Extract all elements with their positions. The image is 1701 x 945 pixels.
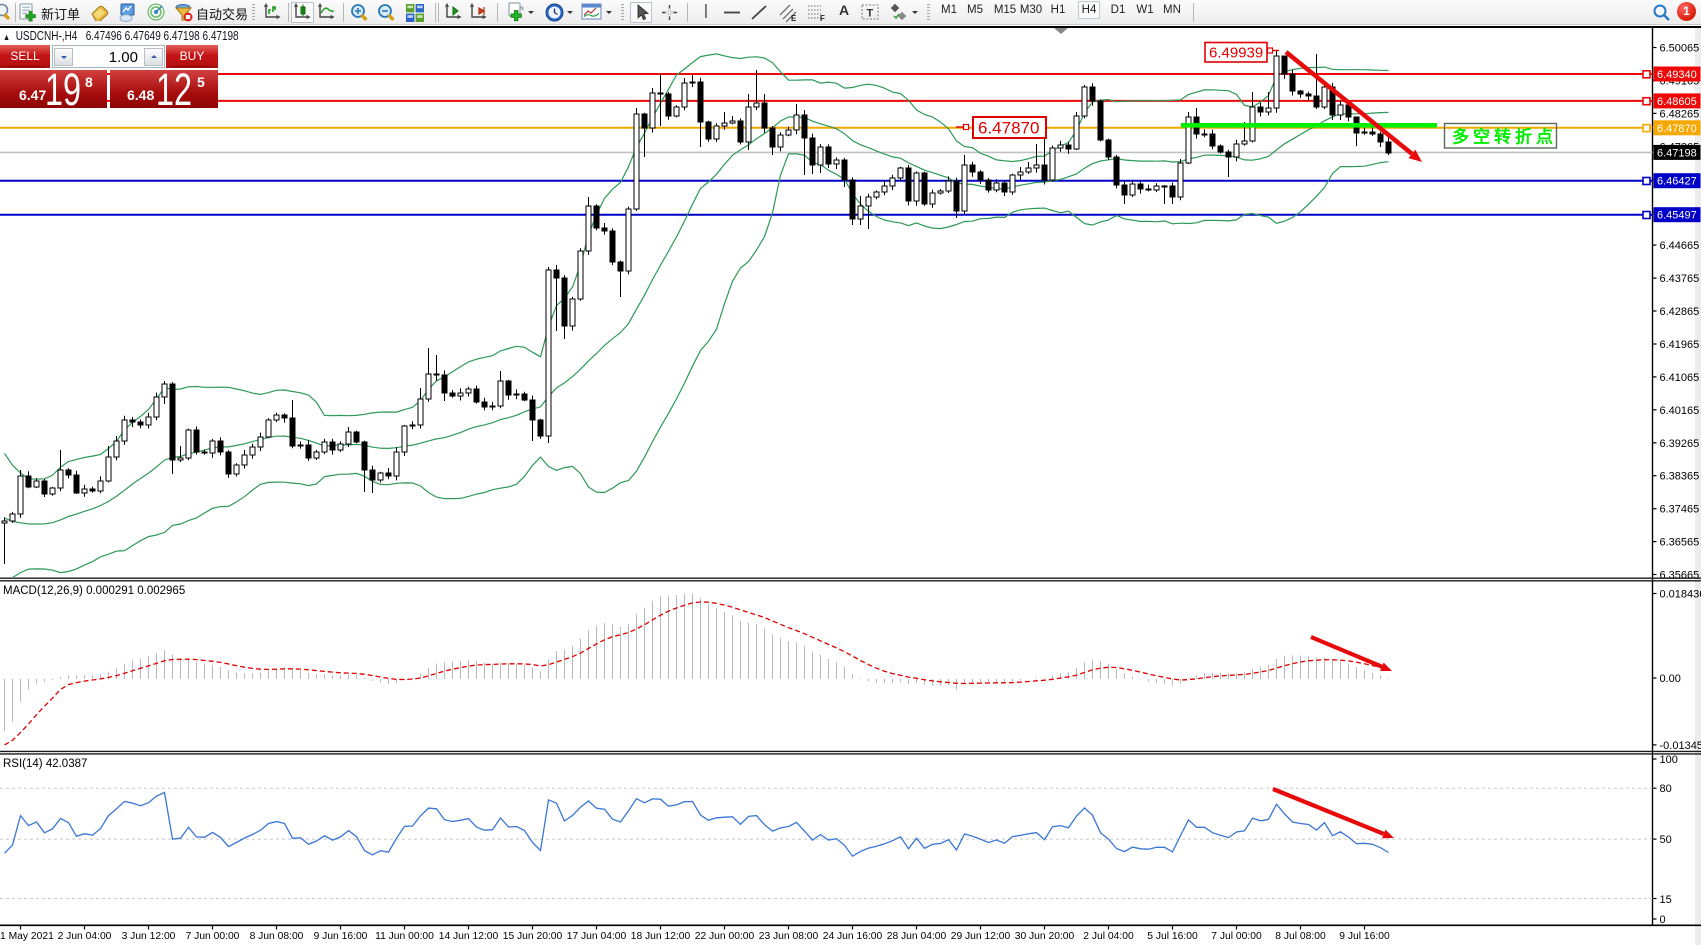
svg-text:6.37465: 6.37465 bbox=[1660, 504, 1700, 516]
svg-text:6.41065: 6.41065 bbox=[1660, 372, 1700, 384]
svg-text:0: 0 bbox=[1660, 914, 1666, 926]
svg-text:18 Jun 12:00: 18 Jun 12:00 bbox=[631, 931, 691, 942]
svg-text:6.47870: 6.47870 bbox=[978, 119, 1039, 138]
svg-text:6.43765: 6.43765 bbox=[1660, 273, 1700, 285]
svg-text:0.018436: 0.018436 bbox=[1660, 589, 1701, 601]
svg-text:7 Jul 00:00: 7 Jul 00:00 bbox=[1211, 931, 1262, 942]
svg-text:8 Jun 08:00: 8 Jun 08:00 bbox=[250, 931, 304, 942]
svg-text:RSI(14) 42.0387: RSI(14) 42.0387 bbox=[3, 758, 87, 770]
svg-text:6.49340: 6.49340 bbox=[1657, 69, 1697, 81]
svg-text:6.46427: 6.46427 bbox=[1657, 176, 1697, 188]
svg-text:8 Jul 08:00: 8 Jul 08:00 bbox=[1275, 931, 1326, 942]
svg-text:100: 100 bbox=[1660, 754, 1678, 766]
svg-text:24 Jun 16:00: 24 Jun 16:00 bbox=[823, 931, 883, 942]
svg-text:6.40165: 6.40165 bbox=[1660, 405, 1700, 417]
svg-text:15: 15 bbox=[1660, 894, 1672, 906]
svg-text:6.47198: 6.47198 bbox=[1657, 147, 1697, 159]
svg-text:9 Jul 16:00: 9 Jul 16:00 bbox=[1339, 931, 1390, 942]
svg-text:-0.013458: -0.013458 bbox=[1660, 740, 1701, 752]
svg-text:7 Jun 00:00: 7 Jun 00:00 bbox=[186, 931, 240, 942]
svg-text:14 Jun 12:00: 14 Jun 12:00 bbox=[439, 931, 499, 942]
svg-text:50: 50 bbox=[1660, 834, 1672, 846]
svg-text:F: F bbox=[820, 14, 825, 23]
svg-text:6.49939: 6.49939 bbox=[1209, 45, 1263, 62]
svg-text:E: E bbox=[791, 14, 797, 23]
svg-text:MACD(12,26,9) 0.000291 0.00296: MACD(12,26,9) 0.000291 0.002965 bbox=[3, 585, 185, 597]
svg-text:0.00: 0.00 bbox=[1660, 673, 1681, 685]
svg-text:23 Jun 08:00: 23 Jun 08:00 bbox=[759, 931, 819, 942]
svg-text:1 May 2021: 1 May 2021 bbox=[0, 931, 54, 942]
svg-text:6.36565: 6.36565 bbox=[1660, 537, 1700, 549]
svg-text:6.45497: 6.45497 bbox=[1657, 210, 1697, 222]
svg-text:22 Jun 00:00: 22 Jun 00:00 bbox=[695, 931, 755, 942]
svg-text:3 Jun 12:00: 3 Jun 12:00 bbox=[122, 931, 176, 942]
svg-text:6.48265: 6.48265 bbox=[1660, 108, 1700, 120]
svg-text:17 Jun 04:00: 17 Jun 04:00 bbox=[567, 931, 627, 942]
svg-text:80: 80 bbox=[1660, 783, 1672, 795]
svg-text:2 Jun 04:00: 2 Jun 04:00 bbox=[58, 931, 112, 942]
svg-text:28 Jun 04:00: 28 Jun 04:00 bbox=[887, 931, 947, 942]
svg-text:T: T bbox=[867, 8, 874, 20]
svg-text:6.42865: 6.42865 bbox=[1660, 306, 1700, 318]
svg-text:2 Jul 04:00: 2 Jul 04:00 bbox=[1083, 931, 1134, 942]
svg-text:多空转折点: 多空转折点 bbox=[1452, 127, 1557, 147]
svg-text:6.50065: 6.50065 bbox=[1660, 43, 1700, 55]
svg-text:29 Jun 12:00: 29 Jun 12:00 bbox=[951, 931, 1011, 942]
svg-text:15 Jun 20:00: 15 Jun 20:00 bbox=[503, 931, 563, 942]
svg-text:6.41965: 6.41965 bbox=[1660, 339, 1700, 351]
svg-text:30 Jun 20:00: 30 Jun 20:00 bbox=[1015, 931, 1075, 942]
svg-text:11 Jun 00:00: 11 Jun 00:00 bbox=[375, 931, 434, 942]
svg-text:6.35665: 6.35665 bbox=[1660, 570, 1700, 582]
svg-text:6.47870: 6.47870 bbox=[1657, 123, 1697, 135]
svg-text:9 Jun 16:00: 9 Jun 16:00 bbox=[314, 931, 368, 942]
svg-text:6.39265: 6.39265 bbox=[1660, 438, 1700, 450]
svg-text:6.44665: 6.44665 bbox=[1660, 240, 1700, 252]
svg-text:6.48605: 6.48605 bbox=[1657, 96, 1697, 108]
svg-text:6.38365: 6.38365 bbox=[1660, 471, 1700, 483]
svg-text:5 Jul 16:00: 5 Jul 16:00 bbox=[1147, 931, 1198, 942]
